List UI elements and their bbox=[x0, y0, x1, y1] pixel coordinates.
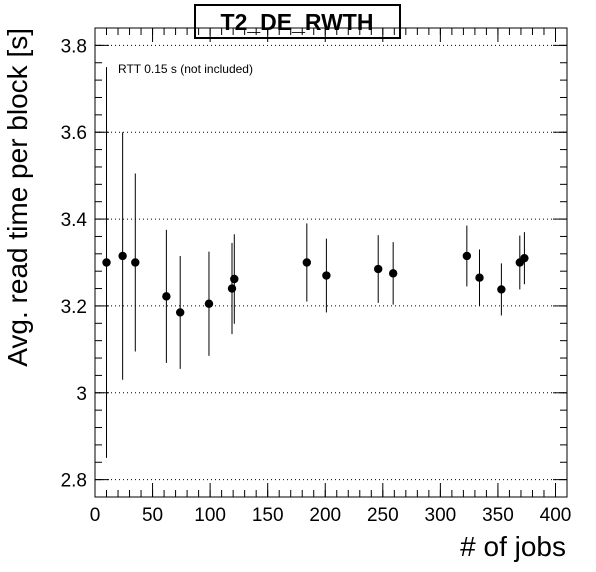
y-axis-label: Avg. read time per block [s] bbox=[2, 28, 33, 367]
data-point bbox=[230, 274, 239, 284]
plot-frame bbox=[94, 27, 568, 498]
grid-layer bbox=[95, 44, 567, 481]
x-tick-label: 400 bbox=[540, 505, 572, 526]
x-tick-label: 100 bbox=[194, 505, 226, 526]
data-layer bbox=[102, 67, 529, 458]
x-tick-label: 150 bbox=[252, 505, 284, 526]
data-point bbox=[175, 308, 185, 317]
tick-label-layer: 2.8 3 3.2 3.4 3.6 3.8 0 50 100 150 200 250 300 350 400 bbox=[61, 36, 572, 526]
data-point bbox=[204, 299, 214, 308]
chart-title: T2_DE_RWTH bbox=[221, 9, 374, 35]
data-point bbox=[475, 273, 484, 282]
data-point bbox=[162, 292, 171, 301]
title-frame bbox=[194, 4, 401, 39]
data-point bbox=[227, 284, 237, 293]
x-tick-label: 0 bbox=[90, 505, 101, 526]
data-point bbox=[462, 251, 472, 261]
data-point bbox=[131, 258, 140, 267]
data-point bbox=[322, 271, 331, 280]
x-tick-label: 200 bbox=[309, 505, 341, 526]
x-tick-label: 300 bbox=[425, 505, 457, 526]
data-point bbox=[374, 264, 383, 274]
y-tick-label: 3.4 bbox=[61, 210, 88, 231]
x-tick-label: 250 bbox=[367, 505, 399, 526]
data-point bbox=[388, 269, 398, 278]
data-point bbox=[118, 251, 127, 261]
y-tick-label: 3.6 bbox=[61, 123, 87, 144]
data-point bbox=[497, 285, 506, 294]
y-tick-label: 2.8 bbox=[61, 471, 87, 492]
data-point bbox=[302, 258, 312, 267]
x-axis-label: # of jobs bbox=[460, 531, 566, 562]
annotation-rtt: RTT 0.15 s (not included) bbox=[118, 62, 253, 76]
data-point bbox=[102, 258, 111, 267]
y-tick-label: 3.8 bbox=[61, 36, 87, 57]
tick-layer bbox=[94, 27, 568, 498]
x-tick-label: 350 bbox=[482, 505, 514, 526]
x-tick-label: 50 bbox=[142, 505, 163, 526]
y-tick-label: 3 bbox=[76, 384, 87, 405]
title-box: T2_DE_RWTH bbox=[194, 4, 401, 39]
data-point bbox=[520, 253, 529, 263]
y-tick-label: 3.2 bbox=[61, 297, 87, 318]
